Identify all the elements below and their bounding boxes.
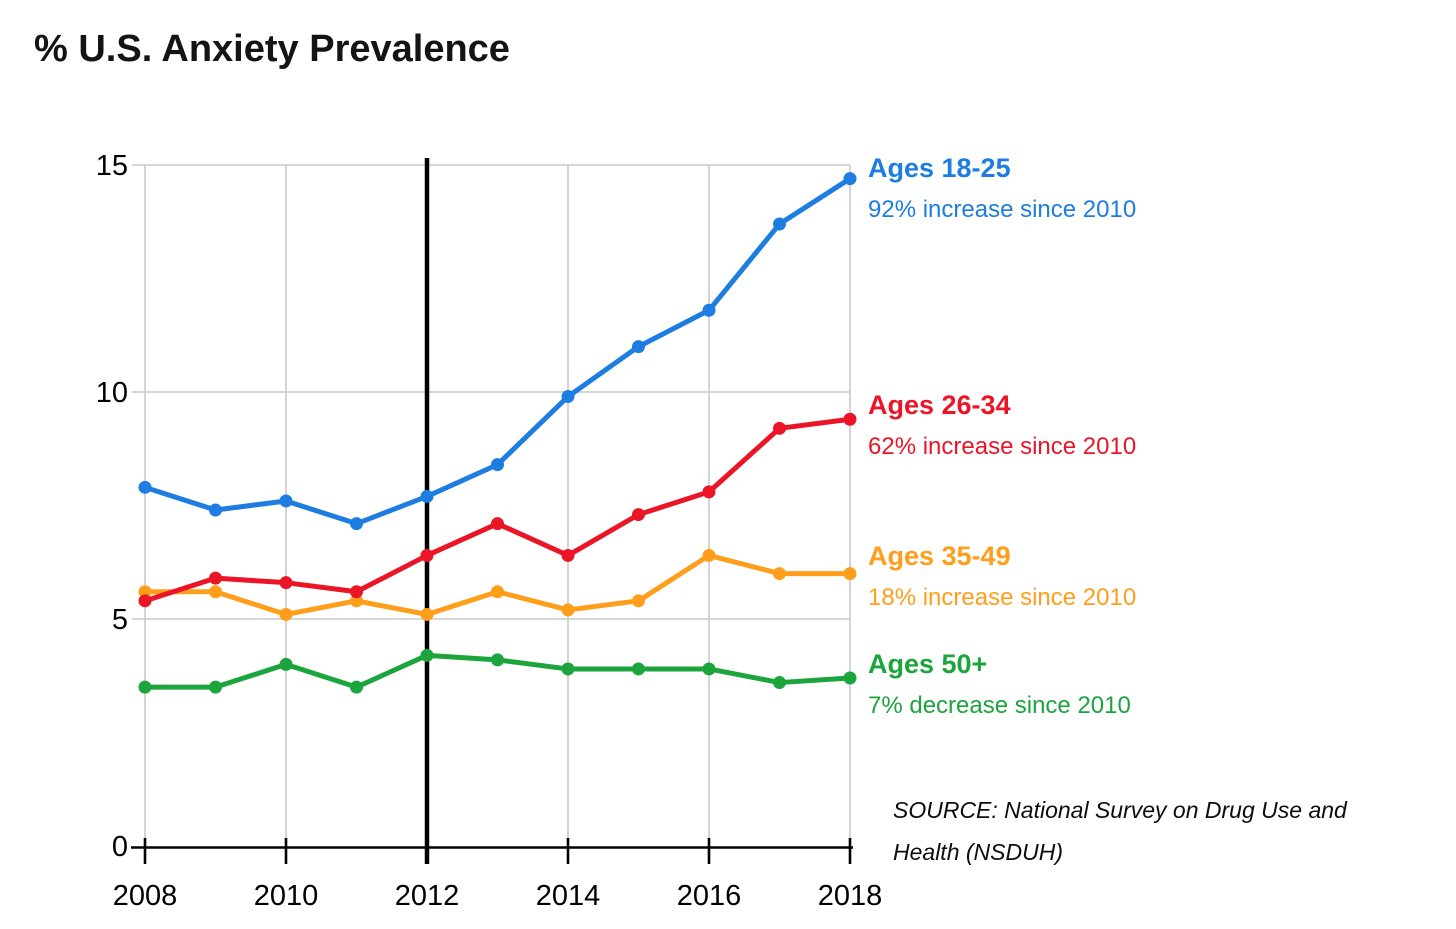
legend-series-label: Ages 50+ [868, 649, 988, 679]
legend-item-ages-18-25: Ages 18-25 92% increase since 2010 [868, 152, 1136, 225]
source-note-line1: SOURCE: National Survey on Drug Use and [893, 797, 1347, 823]
data-point-ages-35-49 [138, 585, 152, 599]
data-point-ages-50 [279, 657, 293, 671]
data-point-ages-35-49 [209, 585, 222, 599]
data-point-ages-18-25 [350, 517, 363, 531]
legend-series-annotation: 7% decrease since 2010 [868, 692, 1131, 719]
data-point-ages-26-34 [420, 548, 434, 562]
legend-series-label: Ages 18-25 [868, 153, 1011, 183]
series-line-ages-18-25 [142, 176, 853, 527]
data-point-ages-18-25 [209, 503, 222, 517]
series-line-ages-26-34 [142, 416, 853, 604]
legend-item-ages-26-34: Ages 26-34 62% increase since 2010 [868, 389, 1136, 462]
data-point-ages-50 [702, 662, 716, 676]
data-point-ages-18-25 [702, 303, 716, 317]
data-point-ages-26-34 [632, 508, 645, 522]
source-note: SOURCE: National Survey on Drug Use and … [893, 789, 1453, 873]
legend-series-annotation: 62% increase since 2010 [868, 433, 1137, 460]
x-tick-label: 2012 [395, 880, 460, 912]
data-point-ages-26-34 [138, 594, 152, 608]
data-point-ages-18-25 [773, 217, 786, 231]
series-line-ages-35-49 [142, 552, 853, 617]
data-point-ages-35-49 [279, 607, 293, 621]
data-point-ages-26-34 [843, 412, 857, 426]
data-point-ages-26-34 [561, 548, 575, 562]
data-point-ages-18-25 [491, 458, 504, 472]
data-point-ages-26-34 [773, 421, 786, 435]
source-note-line2: Health (NSDUH) [893, 839, 1063, 865]
data-point-ages-18-25 [420, 489, 434, 503]
data-point-ages-35-49 [702, 548, 716, 562]
data-point-ages-50 [491, 653, 504, 667]
data-point-ages-26-34 [279, 576, 293, 590]
x-tick-label: 2016 [677, 880, 742, 912]
data-point-ages-18-25 [279, 494, 293, 508]
data-point-ages-50 [632, 662, 645, 676]
data-point-ages-26-34 [702, 485, 716, 499]
y-tick-label: 15 [96, 150, 128, 182]
legend-item-ages-35-49: Ages 35-49 18% increase since 2010 [868, 540, 1136, 613]
data-point-ages-18-25 [632, 340, 645, 354]
legend-series-annotation: 18% increase since 2010 [868, 584, 1137, 611]
data-point-ages-50 [843, 671, 857, 685]
x-tick-label: 2008 [113, 880, 178, 912]
data-point-ages-35-49 [350, 594, 363, 608]
x-tick-label: 2010 [254, 880, 319, 912]
data-point-ages-50 [420, 648, 434, 662]
data-point-ages-35-49 [491, 585, 504, 599]
data-point-ages-26-34 [350, 585, 363, 599]
data-point-ages-35-49 [420, 607, 434, 621]
legend-series-annotation: 92% increase since 2010 [868, 196, 1137, 223]
data-point-ages-18-25 [843, 172, 857, 186]
y-tick-label: 5 [112, 604, 128, 636]
y-tick-label: 10 [96, 377, 128, 409]
data-point-ages-35-49 [632, 594, 645, 608]
y-tick-label: 0 [112, 831, 128, 863]
data-point-ages-50 [138, 680, 152, 694]
data-point-ages-50 [773, 676, 786, 690]
legend-series-label: Ages 35-49 [868, 541, 1011, 571]
data-point-ages-35-49 [773, 567, 786, 581]
data-point-ages-26-34 [209, 571, 222, 585]
data-point-ages-50 [350, 680, 363, 694]
data-point-ages-18-25 [561, 390, 575, 404]
data-point-ages-35-49 [561, 603, 575, 617]
legend-item-ages-50-plus: Ages 50+ 7% decrease since 2010 [868, 648, 1131, 721]
page-title: % U.S. Anxiety Prevalence [34, 28, 510, 70]
data-point-ages-50 [561, 662, 575, 676]
data-point-ages-35-49 [843, 567, 857, 581]
legend-series-label: Ages 26-34 [868, 390, 1011, 420]
data-point-ages-26-34 [491, 517, 504, 531]
x-tick-label: 2018 [818, 880, 883, 912]
x-tick-label: 2014 [536, 880, 601, 912]
data-point-ages-18-25 [138, 480, 152, 494]
data-point-ages-50 [209, 680, 222, 694]
